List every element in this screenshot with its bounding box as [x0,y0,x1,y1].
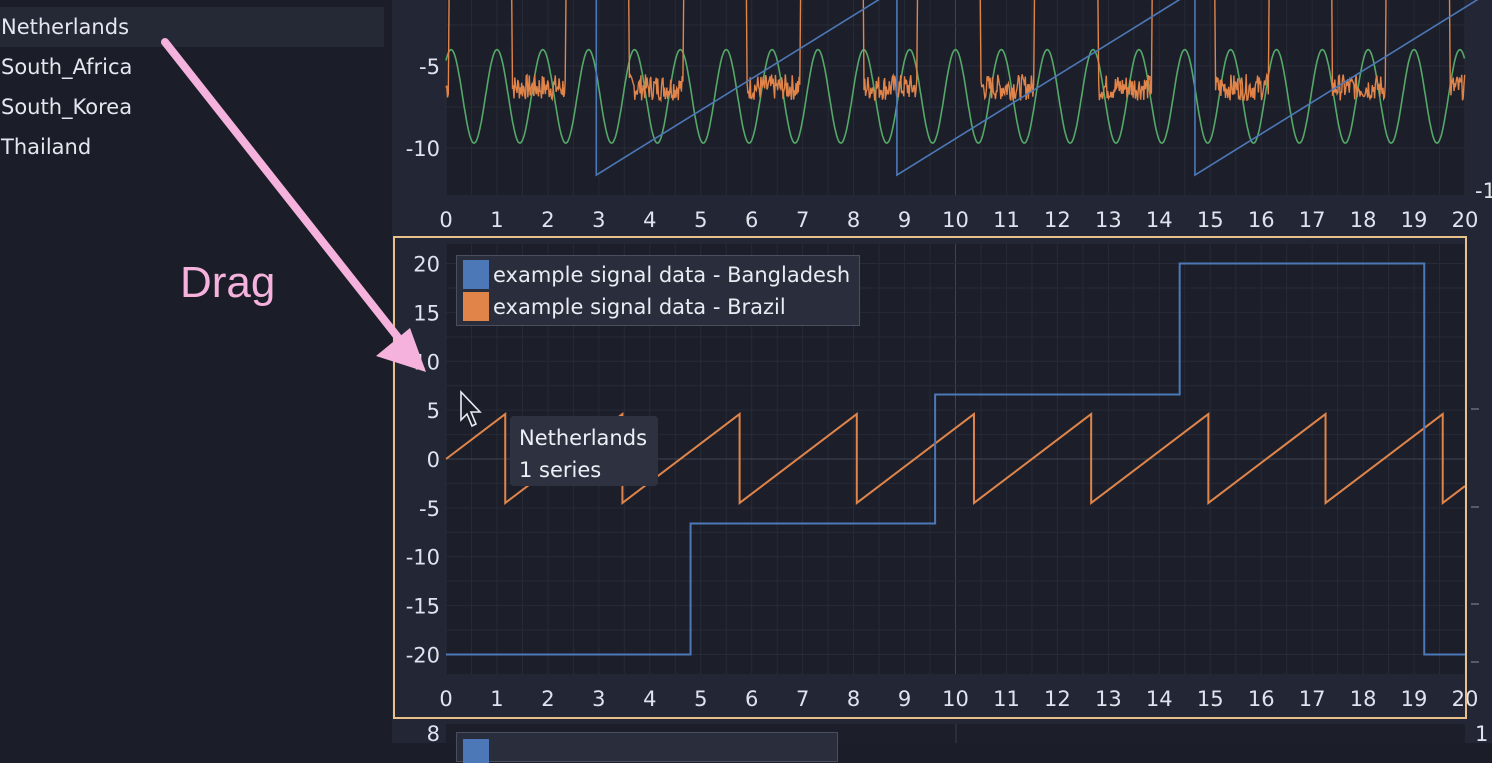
sidebar-item-south-africa[interactable]: South_Africa [1,55,133,79]
y-tick-label: 0 [427,448,440,472]
x-tick-label: 16 [1248,208,1275,232]
x-tick-label: 20 [1452,208,1479,232]
x-tick-label: 5 [694,208,707,232]
legend-item-bangladesh[interactable]: example signal data - Bangladesh [463,260,850,290]
sidebar-item-netherlands[interactable]: Netherlands [0,7,384,47]
y-tick-label: -10 [406,546,440,570]
legend-item-brazil[interactable]: example signal data - Brazil [463,292,786,322]
main-plot-x-ticks: 0 1 2 3 4 5 6 7 8 9 10 11 12 13 14 15 16 17 18 19 20 [439,687,1478,711]
x-tick-label: 18 [1350,687,1377,711]
bottom-plot-right-tick: 1 [1475,722,1488,743]
mouse-cursor-icon [460,389,482,428]
x-tick-label: 2 [541,208,554,232]
y-tick-label: 5 [427,399,440,423]
top-plot-right-tick: -1 [1475,179,1492,203]
drag-arrow-head-icon [376,328,426,372]
series-line-green [445,48,1466,144]
x-tick-label: 7 [796,687,809,711]
tooltip-subtitle: 1 series [519,458,602,482]
x-tick-label: 17 [1299,208,1326,232]
x-tick-label: 13 [1095,687,1122,711]
x-tick-label: 11 [993,687,1020,711]
x-tick-label: 3 [592,687,605,711]
top-plot-lines [445,0,1479,177]
x-tick-label: 11 [993,208,1020,232]
legend-label-bangladesh: example signal data - Bangladesh [493,263,851,287]
x-tick-label: 18 [1350,208,1377,232]
x-tick-label: 4 [643,687,656,711]
legend-swatch-orange [463,292,489,321]
x-tick-label: 15 [1197,687,1224,711]
x-tick-label: 12 [1044,208,1071,232]
drag-arrow-icon [161,38,404,344]
sidebar-item-thailand[interactable]: Thailand [1,135,92,159]
series-line-blue [595,0,880,177]
x-tick-label: 6 [745,687,758,711]
main-plot-legend: example signal data - Bangladesh example… [456,255,860,326]
x-tick-label: 1 [490,687,503,711]
x-tick-label: 5 [694,687,707,711]
drag-tooltip: Netherlands 1 series [510,416,658,486]
x-tick-label: 8 [847,687,860,711]
x-tick-label: 14 [1146,208,1173,232]
x-tick-label: 19 [1401,687,1428,711]
series-line-bangladesh [446,262,1465,656]
selected-plot-frame[interactable] [393,236,1467,719]
x-tick-label: 4 [643,208,656,232]
y-tick-label: -15 [406,595,440,619]
sidebar: Netherlands South_Africa South_Korea Tha… [0,0,392,743]
top-plot-y-ticks: -5 -10 [406,55,440,161]
x-tick-label: 15 [1197,208,1224,232]
x-tick-label: 7 [796,208,809,232]
x-tick-label: 16 [1248,687,1275,711]
x-tick-label: 1 [490,208,503,232]
tooltip-title: Netherlands [519,426,648,450]
legend-swatch-blue [463,260,489,289]
x-tick-label: 17 [1299,687,1326,711]
y-tick-label: 20 [413,253,440,277]
y-tick-label: 15 [413,301,440,325]
y-tick-label: -10 [406,137,440,161]
series-line-blue [896,0,1181,177]
legend-label-brazil: example signal data - Brazil [493,295,786,319]
x-tick-label: 10 [942,208,969,232]
x-tick-label: 9 [898,687,911,711]
x-tick-label: 12 [1044,687,1071,711]
bottom-plot-y-tick: 8 [427,722,440,743]
drag-annotation-label: Drag [180,258,276,307]
x-tick-label: 9 [898,208,911,232]
top-plot-x-ticks: 0 1 2 3 4 5 6 7 8 9 10 11 12 13 14 15 16 17 18 19 20 [439,208,1478,232]
x-tick-label: 14 [1146,687,1173,711]
series-line-blue [1194,0,1479,177]
x-tick-label: 6 [745,208,758,232]
x-tick-label: 19 [1401,208,1428,232]
x-tick-label: 3 [592,208,605,232]
x-tick-label: 10 [942,687,969,711]
y-tick-label: -5 [419,55,440,79]
annotation-overlay [161,38,482,428]
x-tick-label: 0 [439,687,452,711]
x-tick-label: 0 [439,208,452,232]
y-tick-label: -5 [419,497,440,521]
y-tick-label: -20 [406,643,440,667]
sidebar-item-south-korea[interactable]: South_Korea [1,95,133,119]
x-tick-label: 2 [541,687,554,711]
x-tick-label: 8 [847,208,860,232]
x-tick-label: 13 [1095,208,1122,232]
